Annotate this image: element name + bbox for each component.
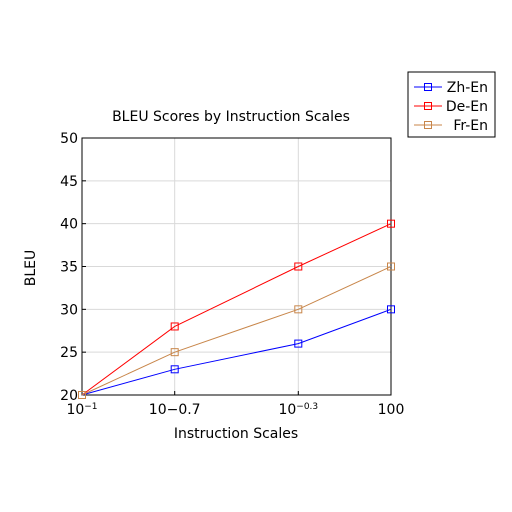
legend-label-zh-en: Zh-En (447, 80, 488, 96)
x-tick-label: 10−0.7 (149, 402, 201, 418)
y-axis-ticks: 20 25 30 35 40 45 50 (60, 131, 86, 404)
data-point-zh-en (387, 305, 395, 314)
legend: Zh-En De-En Fr-En (407, 71, 496, 138)
data-point-de-en (170, 322, 179, 331)
series-line-zh-en (81, 308, 392, 396)
series-line-de-en (81, 223, 392, 396)
y-axis-label: BLEU (23, 250, 39, 287)
x-tick-exponent: −0.3 (296, 402, 318, 412)
chart-title: BLEU Scores by Instruction Scales (112, 109, 350, 125)
data-point-fr-en (387, 262, 395, 271)
legend-label-fr-en: Fr-En (453, 118, 488, 134)
series-line-fr-en (81, 266, 392, 396)
x-tick-base: 100 (378, 402, 405, 418)
x-tick-label: 100 (378, 402, 405, 418)
y-tick-label: 30 (60, 302, 78, 318)
x-axis-ticks: 10−1 10−0.7 10−0.3 100 (66, 391, 404, 418)
data-point-zh-en (294, 339, 303, 348)
data-point-fr-en (78, 391, 86, 399)
y-tick-label: 35 (60, 260, 78, 276)
y-tick-label: 25 (60, 345, 78, 361)
x-tick-base: 10−0.7 (149, 402, 201, 418)
data-point-zh-en (170, 365, 179, 374)
x-tick-base: 10 (66, 402, 84, 418)
x-tick-exponent: −1 (84, 402, 97, 412)
x-tick-label: 10−0.3 (278, 402, 318, 418)
legend-marker-fr-en (424, 121, 432, 129)
data-point-fr-en (294, 305, 303, 314)
x-axis-label: Instruction Scales (174, 426, 298, 442)
y-tick-label: 50 (60, 131, 78, 147)
y-tick-label: 45 (60, 174, 78, 190)
data-point-de-en (387, 219, 395, 228)
data-point-fr-en (170, 348, 179, 357)
x-tick-label: 10−1 (66, 402, 97, 418)
y-tick-label: 40 (60, 217, 78, 233)
legend-box (407, 71, 496, 138)
y-tick-label: 20 (60, 388, 78, 404)
data-point-de-en (294, 262, 303, 271)
series-group (78, 219, 395, 399)
x-tick-base: 10 (278, 402, 296, 418)
legend-marker-zh-en (424, 83, 432, 91)
legend-label-de-en: De-En (446, 99, 488, 115)
legend-marker-de-en (424, 102, 432, 110)
